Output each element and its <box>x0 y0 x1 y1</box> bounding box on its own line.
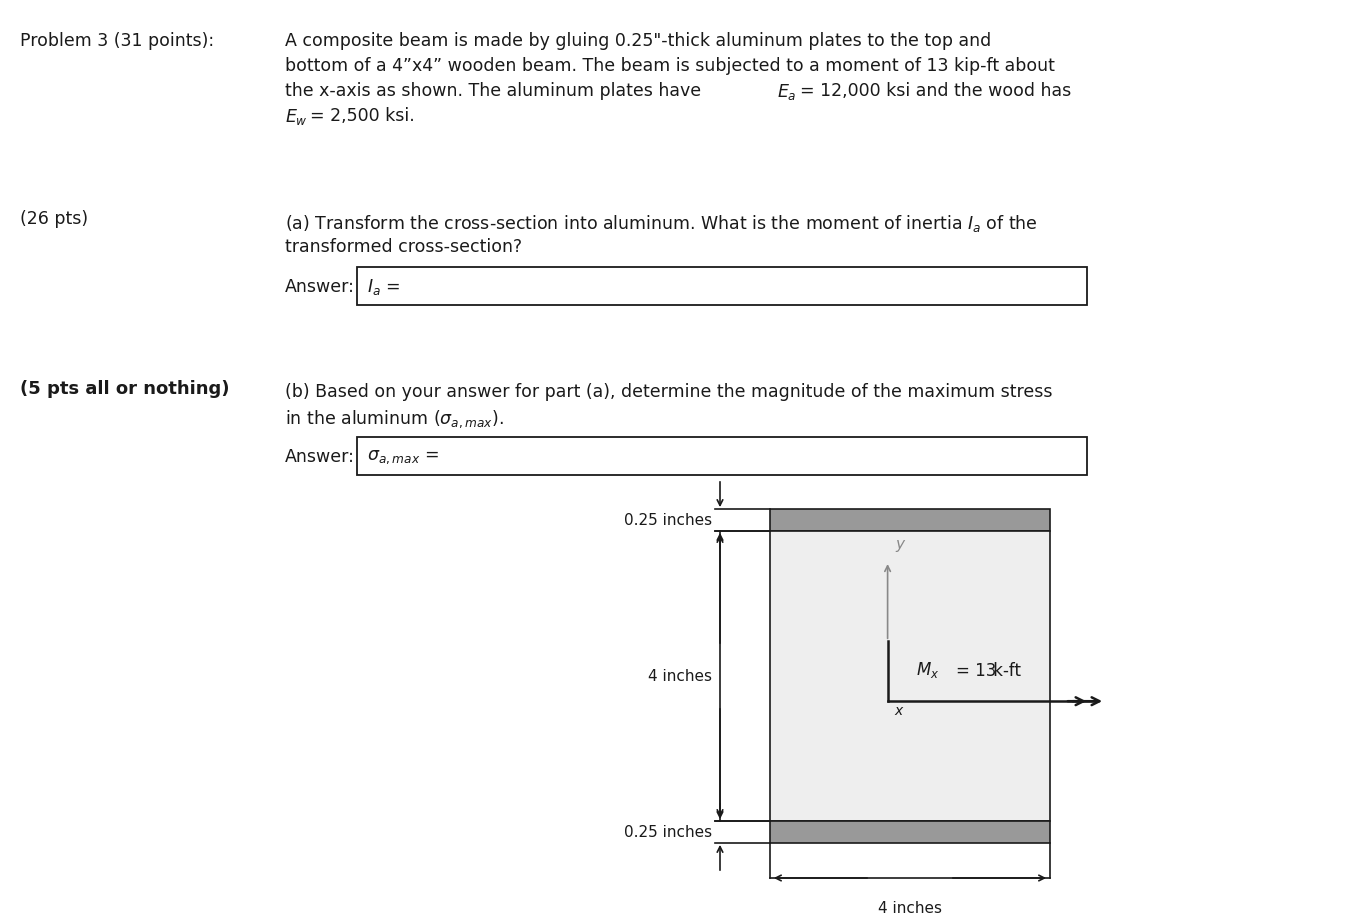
Text: $E_a$: $E_a$ <box>777 82 797 102</box>
Bar <box>357 267 1088 306</box>
Text: transformed cross-section?: transformed cross-section? <box>285 238 521 255</box>
Text: Answer:: Answer: <box>285 278 355 296</box>
Text: (5 pts all or nothing): (5 pts all or nothing) <box>20 380 230 398</box>
Text: 0.25 inches: 0.25 inches <box>624 824 712 840</box>
Text: 4 inches: 4 inches <box>878 900 942 915</box>
Text: A composite beam is made by gluing 0.25"-thick aluminum plates to the top and: A composite beam is made by gluing 0.25"… <box>285 32 992 50</box>
Text: in the aluminum ($\sigma_{a,max}$).: in the aluminum ($\sigma_{a,max}$). <box>285 407 504 429</box>
Text: (b) Based on your answer for part (a), determine the magnitude of the maximum st: (b) Based on your answer for part (a), d… <box>285 382 1052 401</box>
Text: $I_a$ =: $I_a$ = <box>367 277 400 297</box>
Text: = 2,500 ksi.: = 2,500 ksi. <box>309 107 415 125</box>
Bar <box>770 821 1050 843</box>
Text: (a) Transform the cross-section into aluminum. What is the moment of inertia $I_: (a) Transform the cross-section into alu… <box>285 213 1038 233</box>
Bar <box>770 531 1050 821</box>
Text: = 13: = 13 <box>955 662 996 679</box>
Text: 4 inches: 4 inches <box>648 669 712 684</box>
Text: = 12,000 ksi and the wood has: = 12,000 ksi and the wood has <box>800 82 1071 100</box>
Bar <box>770 509 1050 531</box>
Bar <box>357 437 1088 475</box>
Text: 0.25 inches: 0.25 inches <box>624 513 712 528</box>
Text: (26 pts): (26 pts) <box>20 210 88 228</box>
Text: $E_w$: $E_w$ <box>285 107 308 127</box>
Text: Problem 3 (31 points):: Problem 3 (31 points): <box>20 32 213 50</box>
Text: bottom of a 4”x4” wooden beam. The beam is subjected to a moment of 13 kip-ft ab: bottom of a 4”x4” wooden beam. The beam … <box>285 57 1055 75</box>
Text: $M_x$: $M_x$ <box>916 660 939 679</box>
Text: the x-axis as shown. The aluminum plates have: the x-axis as shown. The aluminum plates… <box>285 82 707 100</box>
Text: y: y <box>896 537 905 551</box>
Text: $\sigma_{a,max}$ =: $\sigma_{a,max}$ = <box>367 448 439 466</box>
Text: Answer:: Answer: <box>285 448 355 466</box>
Text: k-ft: k-ft <box>988 662 1020 679</box>
Text: x: x <box>894 703 902 718</box>
